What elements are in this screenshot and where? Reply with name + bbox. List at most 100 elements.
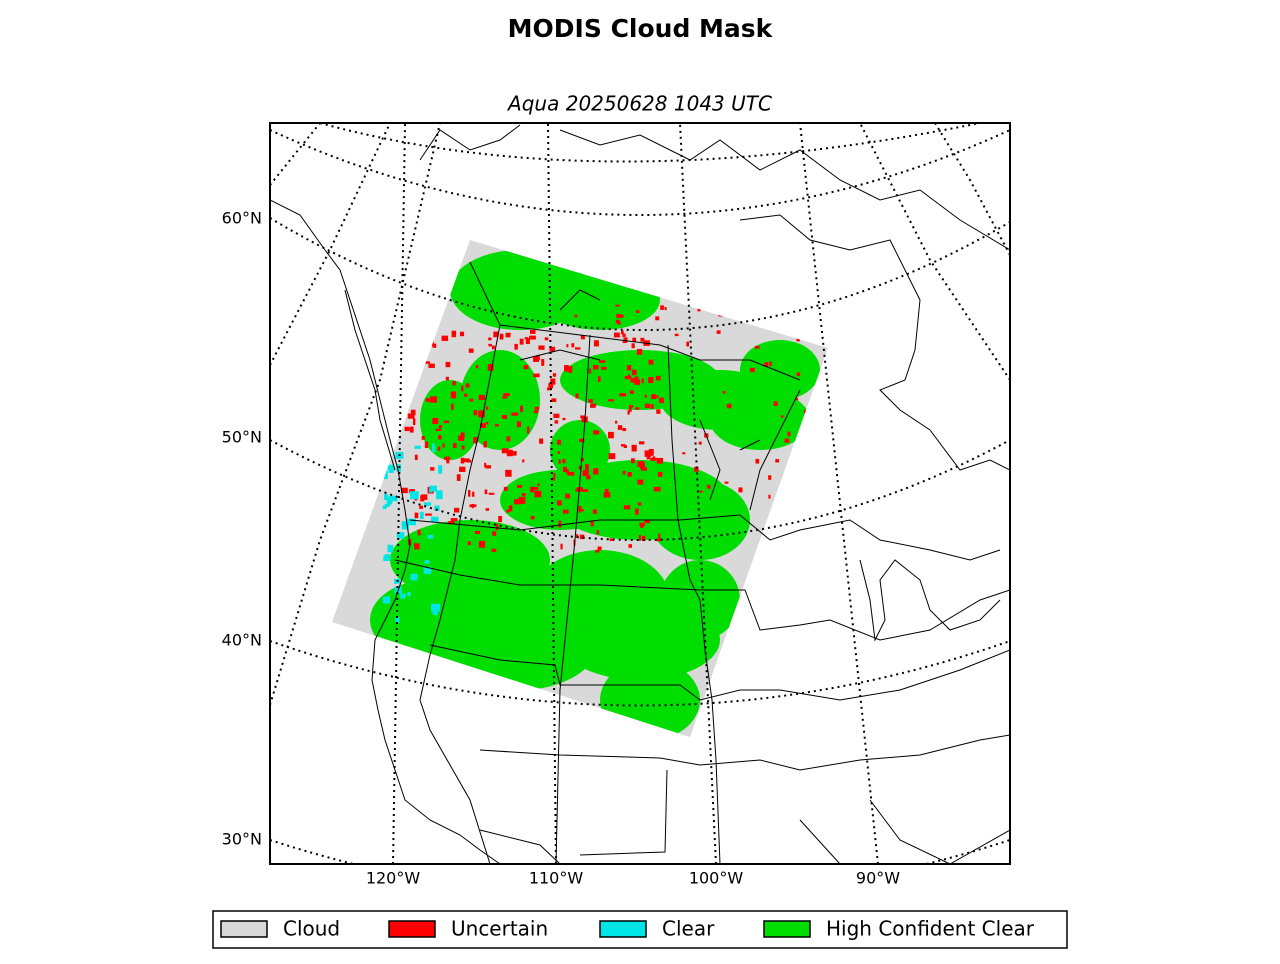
uncertain-speck	[450, 518, 458, 522]
clear-speck	[410, 573, 418, 581]
uncertain-speck	[636, 348, 643, 355]
uncertain-speck	[551, 398, 557, 402]
uncertain-speck	[626, 365, 632, 371]
uncertain-speck	[419, 505, 423, 509]
legend-entries: Cloud Uncertain Clear High Confident Clear	[220, 917, 1035, 941]
uncertain-speck	[485, 508, 489, 511]
uncertain-speck	[631, 343, 635, 349]
uncertain-speck	[722, 391, 726, 394]
uncertain-speck	[793, 490, 796, 495]
uncertain-speck	[632, 369, 637, 376]
uncertain-speck	[718, 311, 724, 317]
clear-speck	[424, 502, 432, 506]
uncertain-speck	[451, 403, 454, 411]
uncertain-speck	[637, 479, 644, 485]
uncertain-speck	[641, 535, 646, 542]
lon-label: 110°W	[529, 869, 584, 888]
graticule	[270, 123, 1010, 864]
uncertain-speck	[645, 403, 651, 409]
uncertain-speck	[787, 431, 791, 437]
uncertain-speck	[593, 340, 599, 347]
uncertain-speck	[452, 381, 456, 386]
uncertain-speck	[580, 415, 585, 419]
uncertain-speck	[417, 529, 421, 536]
uncertain-speck	[488, 492, 495, 495]
clear-speck	[396, 532, 405, 539]
uncertain-speck	[655, 375, 661, 381]
uncertain-speck	[738, 487, 743, 493]
uncertain-speck	[469, 398, 474, 402]
uncertain-speck	[473, 437, 478, 444]
uncertain-speck	[488, 337, 492, 341]
uncertain-speck	[628, 544, 633, 548]
uncertain-speck	[656, 409, 661, 414]
uncertain-speck	[485, 421, 489, 425]
lat-labels: 60°N 50°N 40°N 30°N	[222, 209, 262, 849]
uncertain-speck	[443, 420, 450, 424]
uncertain-speck	[656, 395, 659, 399]
uncertain-speck	[562, 509, 569, 514]
uncertain-speck	[506, 509, 510, 513]
uncertain-speck	[615, 304, 620, 307]
lat-label: 40°N	[222, 631, 262, 650]
uncertain-speck	[564, 365, 569, 372]
uncertain-speck	[574, 314, 578, 318]
clear-speck	[436, 490, 443, 500]
uncertain-speck	[682, 452, 686, 455]
uncertain-speck	[571, 343, 575, 348]
uncertain-speck	[501, 448, 509, 454]
clear-speck	[430, 603, 440, 612]
uncertain-speck	[552, 477, 556, 481]
uncertain-speck	[557, 500, 562, 506]
uncertain-speck	[616, 313, 621, 318]
clear-speck	[432, 443, 436, 453]
uncertain-speck	[806, 477, 812, 483]
uncertain-speck	[604, 489, 609, 495]
uncertain-speck	[593, 430, 600, 435]
clear-speck	[382, 461, 390, 469]
uncertain-speck	[627, 472, 632, 477]
uncertain-speck	[615, 319, 620, 323]
uncertain-speck	[617, 425, 623, 430]
uncertain-speck	[519, 338, 524, 345]
uncertain-speck	[514, 343, 518, 350]
uncertain-speck	[465, 383, 470, 388]
uncertain-speck	[451, 330, 457, 338]
uncertain-speck	[773, 401, 778, 406]
uncertain-speck	[527, 426, 530, 434]
uncertain-speck	[547, 387, 552, 391]
uncertain-speck	[414, 512, 419, 519]
uncertain-speck	[648, 449, 654, 456]
uncertain-speck	[464, 393, 468, 397]
uncertain-speck	[503, 393, 510, 396]
uncertain-speck	[438, 425, 443, 429]
uncertain-speck	[580, 335, 585, 340]
clear-speck	[423, 567, 432, 574]
uncertain-speck	[458, 435, 465, 441]
lat-label: 60°N	[222, 209, 262, 228]
uncertain-speck	[589, 368, 592, 374]
clear-speck	[407, 591, 411, 597]
uncertain-speck	[445, 361, 451, 368]
uncertain-speck	[601, 366, 607, 370]
uncertain-speck	[544, 337, 549, 341]
uncertain-speck	[640, 525, 644, 528]
uncertain-speck	[468, 490, 471, 497]
uncertain-speck	[623, 337, 628, 343]
clear-speck	[401, 521, 409, 530]
uncertain-speck	[456, 474, 461, 481]
uncertain-speck	[533, 410, 539, 414]
uncertain-speck	[437, 446, 441, 451]
uncertain-speck	[749, 367, 755, 373]
uncertain-speck	[485, 406, 489, 410]
uncertain-speck	[699, 490, 703, 493]
uncertain-speck	[460, 457, 465, 464]
uncertain-speck	[707, 484, 711, 489]
uncertain-speck	[796, 336, 800, 342]
uncertain-speck	[460, 432, 465, 439]
uncertain-speck	[651, 394, 656, 400]
uncertain-speck	[530, 486, 535, 493]
uncertain-speck	[425, 513, 432, 516]
legend-swatch	[220, 920, 268, 938]
uncertain-speck	[623, 445, 627, 448]
